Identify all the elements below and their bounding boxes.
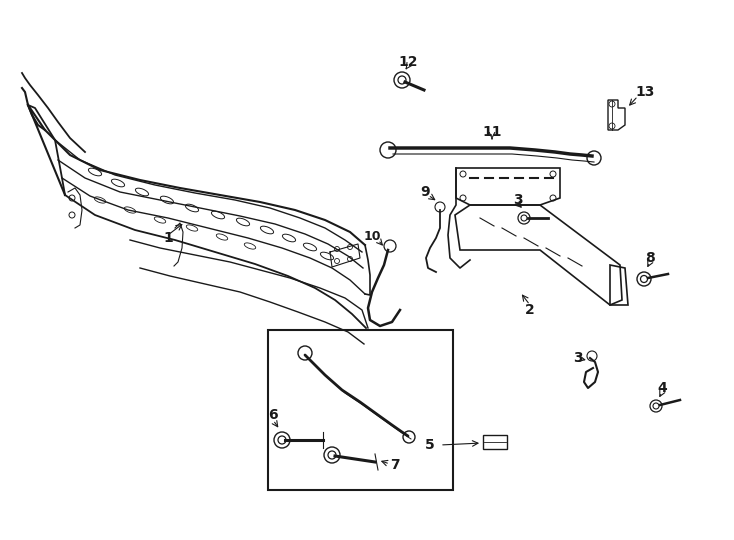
- Text: 2: 2: [525, 303, 535, 317]
- Text: 11: 11: [482, 125, 502, 139]
- Text: 9: 9: [420, 185, 430, 199]
- Text: 4: 4: [657, 381, 667, 395]
- Text: 8: 8: [645, 251, 655, 265]
- Text: 13: 13: [636, 85, 655, 99]
- Text: 12: 12: [399, 55, 418, 69]
- Text: 10: 10: [363, 231, 381, 244]
- Text: 5: 5: [425, 438, 435, 452]
- Text: 7: 7: [390, 458, 400, 472]
- Text: 3: 3: [573, 351, 583, 365]
- Bar: [268, 330, 453, 490]
- Text: 1: 1: [163, 231, 173, 245]
- Text: 6: 6: [268, 408, 277, 422]
- Text: 3: 3: [513, 193, 523, 207]
